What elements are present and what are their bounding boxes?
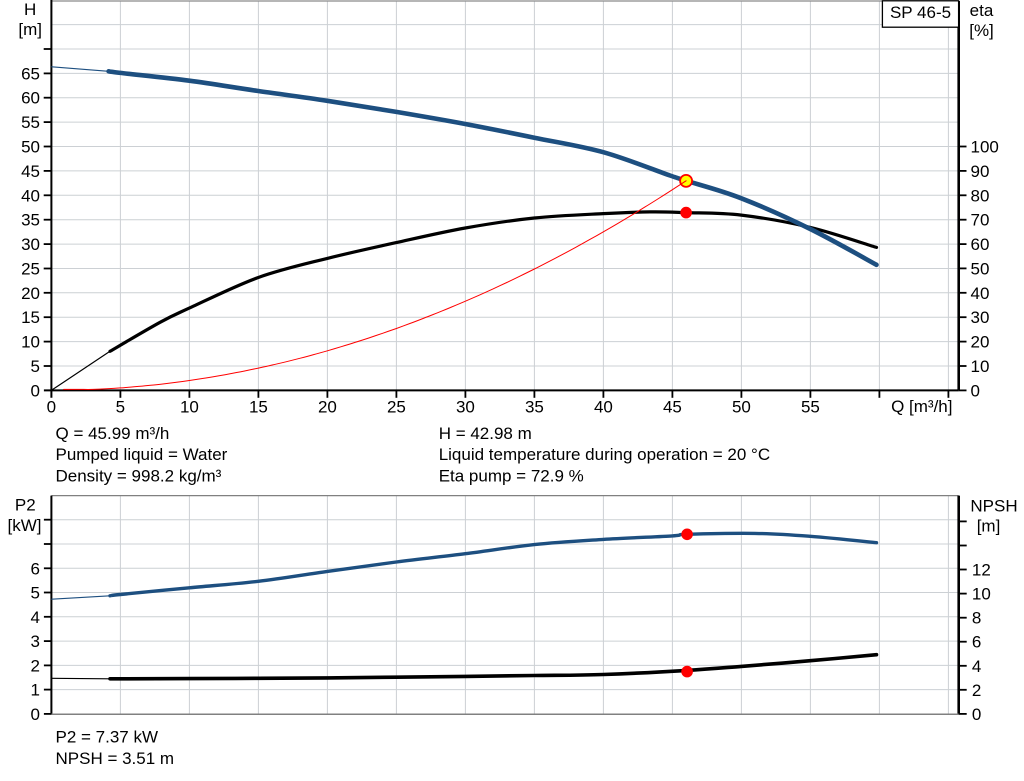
svg-text:H: H <box>24 0 36 19</box>
svg-text:Q = 45.99 m³/h: Q = 45.99 m³/h <box>56 424 170 443</box>
svg-text:10: 10 <box>971 357 990 376</box>
svg-text:SP 46-5: SP 46-5 <box>890 3 951 22</box>
svg-text:35: 35 <box>525 398 544 417</box>
svg-text:80: 80 <box>971 186 990 205</box>
svg-text:20: 20 <box>971 333 990 352</box>
svg-text:45: 45 <box>663 398 682 417</box>
svg-text:eta: eta <box>970 1 994 20</box>
svg-text:10: 10 <box>180 398 199 417</box>
svg-text:6: 6 <box>972 633 981 652</box>
svg-text:NPSH = 3.51 m: NPSH = 3.51 m <box>56 749 175 768</box>
svg-text:20: 20 <box>21 284 40 303</box>
svg-text:30: 30 <box>21 235 40 254</box>
svg-text:50: 50 <box>732 398 751 417</box>
svg-text:0: 0 <box>31 705 40 724</box>
svg-text:5: 5 <box>31 584 40 603</box>
svg-text:0: 0 <box>971 381 980 400</box>
svg-text:6: 6 <box>31 559 40 578</box>
svg-text:50: 50 <box>971 259 990 278</box>
svg-text:[m]: [m] <box>977 516 1001 535</box>
svg-text:0: 0 <box>47 398 56 417</box>
svg-text:40: 40 <box>21 186 40 205</box>
svg-text:70: 70 <box>971 211 990 230</box>
svg-text:20: 20 <box>318 398 337 417</box>
svg-text:35: 35 <box>21 211 40 230</box>
svg-text:100: 100 <box>971 138 999 157</box>
svg-text:NPSH: NPSH <box>970 496 1017 515</box>
svg-text:P2: P2 <box>15 496 36 515</box>
svg-text:60: 60 <box>971 235 990 254</box>
svg-text:Q [m³/h]: Q [m³/h] <box>891 397 952 416</box>
svg-text:2: 2 <box>972 681 981 700</box>
svg-text:Liquid temperature during oper: Liquid temperature during operation = 20… <box>439 445 770 464</box>
svg-text:P2 = 7.37 kW: P2 = 7.37 kW <box>56 728 159 747</box>
svg-text:Eta pump = 72.9 %: Eta pump = 72.9 % <box>439 466 584 485</box>
svg-text:12: 12 <box>972 561 991 580</box>
svg-text:2: 2 <box>31 656 40 675</box>
svg-text:1: 1 <box>31 681 40 700</box>
svg-text:25: 25 <box>387 398 406 417</box>
svg-text:3: 3 <box>31 632 40 651</box>
svg-text:0: 0 <box>972 705 981 724</box>
svg-text:Pumped liquid = Water: Pumped liquid = Water <box>56 445 228 464</box>
svg-text:30: 30 <box>971 308 990 327</box>
svg-text:45: 45 <box>21 162 40 181</box>
svg-text:60: 60 <box>21 89 40 108</box>
svg-text:[%]: [%] <box>969 21 994 40</box>
svg-text:15: 15 <box>21 308 40 327</box>
svg-text:55: 55 <box>21 113 40 132</box>
svg-text:15: 15 <box>249 398 268 417</box>
svg-text:65: 65 <box>21 64 40 83</box>
svg-text:Density = 998.2 kg/m³: Density = 998.2 kg/m³ <box>56 466 222 485</box>
svg-text:40: 40 <box>971 284 990 303</box>
svg-text:10: 10 <box>972 585 991 604</box>
svg-text:[kW]: [kW] <box>8 516 42 535</box>
svg-text:5: 5 <box>31 357 40 376</box>
svg-text:H = 42.98 m: H = 42.98 m <box>439 424 532 443</box>
svg-text:50: 50 <box>21 138 40 157</box>
svg-text:90: 90 <box>971 162 990 181</box>
svg-text:30: 30 <box>456 398 475 417</box>
svg-text:[m]: [m] <box>18 20 42 39</box>
svg-text:0: 0 <box>31 381 40 400</box>
svg-text:40: 40 <box>594 398 613 417</box>
svg-text:4: 4 <box>31 608 40 627</box>
svg-text:25: 25 <box>21 260 40 279</box>
svg-text:10: 10 <box>21 333 40 352</box>
svg-text:5: 5 <box>116 398 125 417</box>
svg-text:8: 8 <box>972 609 981 628</box>
svg-text:55: 55 <box>801 398 820 417</box>
svg-text:4: 4 <box>972 657 981 676</box>
